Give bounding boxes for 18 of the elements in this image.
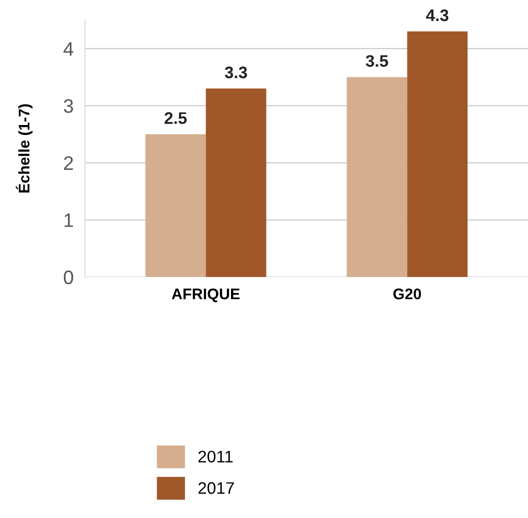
x-tick-label: AFRIQUE: [172, 288, 240, 302]
y-tick-label: 1: [64, 214, 73, 227]
bar: [206, 88, 266, 277]
y-tick-label: 2: [64, 156, 73, 170]
legend-label: 2011: [198, 450, 233, 463]
data-label: 4.3: [426, 9, 448, 22]
bar: [346, 77, 408, 277]
data-label: 2.5: [164, 112, 187, 124]
x-tick-label: G20: [393, 288, 421, 300]
data-label: 3.5: [366, 55, 388, 67]
y-tick-label: 3: [64, 99, 74, 113]
bar: [407, 31, 468, 277]
y-tick-label: 4: [64, 42, 74, 56]
y-tick-label: 0: [64, 270, 74, 284]
bar: [145, 134, 206, 277]
y-axis-title: Échelle (1-7): [16, 104, 33, 192]
legend-label: 2017: [198, 482, 234, 494]
data-label: 3.3: [224, 66, 248, 78]
